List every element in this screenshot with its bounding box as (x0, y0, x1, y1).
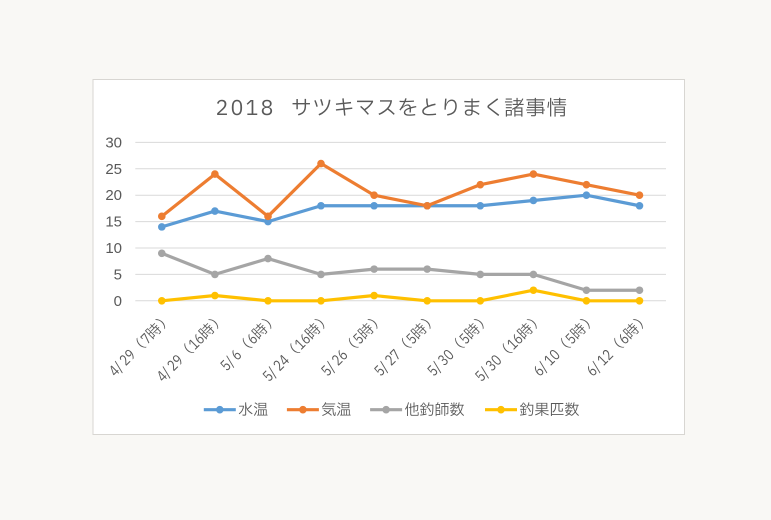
svg-text:20: 20 (105, 187, 122, 204)
svg-text:5: 5 (114, 266, 122, 283)
svg-text:10: 10 (105, 240, 122, 257)
svg-text:0: 0 (114, 293, 122, 310)
svg-text:30: 30 (105, 134, 122, 151)
svg-text:15: 15 (105, 214, 122, 231)
svg-text:25: 25 (105, 161, 122, 178)
